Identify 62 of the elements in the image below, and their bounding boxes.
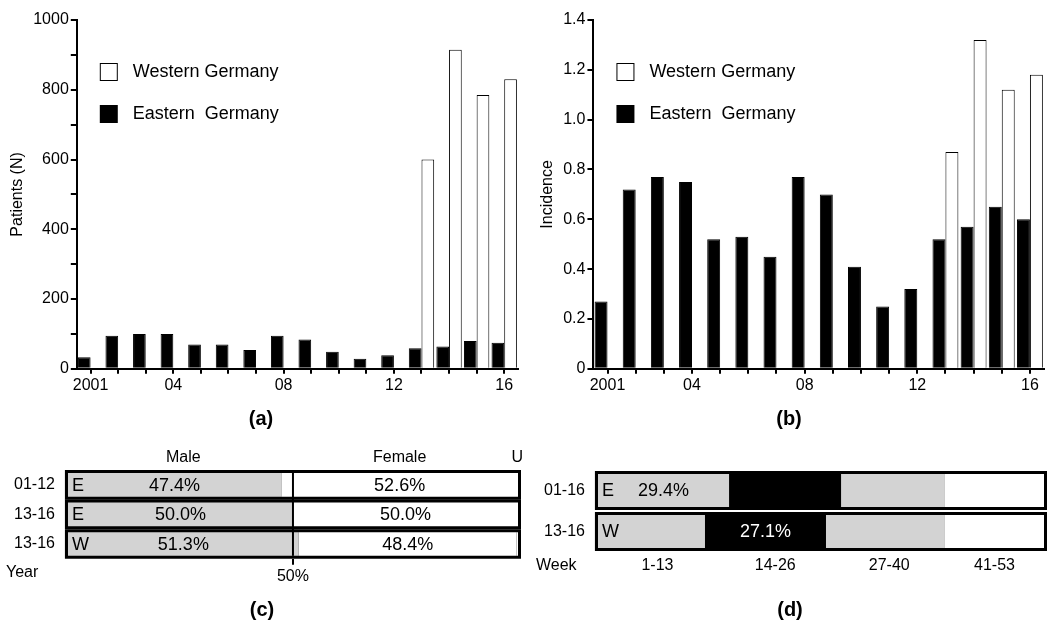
x-tick-label: 08 <box>795 375 814 393</box>
series-label: 27-40 <box>868 556 910 574</box>
x-tick-label: 50% <box>276 566 309 584</box>
annotation: W <box>71 533 89 554</box>
annotation: E <box>71 504 84 525</box>
legend-label: Eastern Germany <box>649 102 796 123</box>
text: (d) <box>777 597 803 620</box>
x-tick-label: 12 <box>385 375 403 393</box>
x-tick-label: 16 <box>495 375 514 393</box>
x-tick-label: 2001 <box>72 375 109 393</box>
x-tick-label: 04 <box>164 375 183 393</box>
series-label: Male <box>166 448 201 466</box>
series-label: 14-26 <box>754 556 796 574</box>
x-tick-label: 16 <box>1021 375 1039 393</box>
data-label: 51.3% <box>157 533 209 554</box>
data-label: 47.4% <box>149 474 201 495</box>
data-label: 48.4% <box>382 533 434 554</box>
y-tick-label: 0 <box>576 359 586 377</box>
y-tick-label: 1.2 <box>563 60 586 78</box>
y-tick-label: 600 <box>42 149 69 167</box>
data-label: 50.0% <box>154 504 206 525</box>
y-tick-label: 0.8 <box>563 159 586 177</box>
y-tick-label: 13-16 <box>14 534 56 552</box>
y-axis-title: Incidence <box>538 160 556 229</box>
annotation: W <box>601 521 619 542</box>
annotation: E <box>601 480 614 501</box>
y-tick-label: 1.4 <box>563 10 586 28</box>
series-label: 1-13 <box>641 556 674 574</box>
legend-label: Western Germany <box>649 60 796 81</box>
data-label: 29.4% <box>637 480 690 501</box>
text: (a) <box>248 406 274 429</box>
y-tick-label: 200 <box>42 289 69 307</box>
x-tick-label: 08 <box>274 375 293 393</box>
y-axis-title: Year <box>6 563 39 581</box>
y-tick-label: 400 <box>42 219 69 237</box>
x-tick-label: 2001 <box>589 375 626 393</box>
x-tick-label: 12 <box>908 375 927 393</box>
y-axis-title: Patients (N) <box>8 152 26 237</box>
text: (c) <box>249 597 275 620</box>
annotation: E <box>71 474 84 495</box>
y-tick-label: 1.0 <box>563 110 586 128</box>
y-tick-label: 1000 <box>33 10 69 28</box>
y-tick-label: 01-16 <box>544 480 586 498</box>
data-label: 50.0% <box>379 504 431 525</box>
y-tick-label: 0.4 <box>563 259 586 277</box>
y-tick-label: 800 <box>42 80 69 98</box>
y-tick-label: 0 <box>59 359 69 377</box>
series-label: 41-53 <box>974 556 1016 574</box>
y-tick-label: 01-12 <box>14 475 56 493</box>
y-tick-label: 0.6 <box>563 209 586 227</box>
y-tick-label: 13-16 <box>544 521 586 539</box>
y-tick-label: 0.2 <box>563 309 586 327</box>
x-tick-label: 04 <box>683 375 701 393</box>
y-tick-label: 13-16 <box>14 504 56 522</box>
series-label: Female <box>372 448 427 466</box>
legend-label: Western Germany <box>132 60 279 81</box>
data-label: 52.6% <box>374 474 426 495</box>
legend-label: Eastern Germany <box>132 102 279 123</box>
text: (b) <box>776 406 802 429</box>
y-axis-title: Week <box>536 556 578 574</box>
data-label: 27.1% <box>739 521 791 542</box>
text: U <box>511 448 524 466</box>
